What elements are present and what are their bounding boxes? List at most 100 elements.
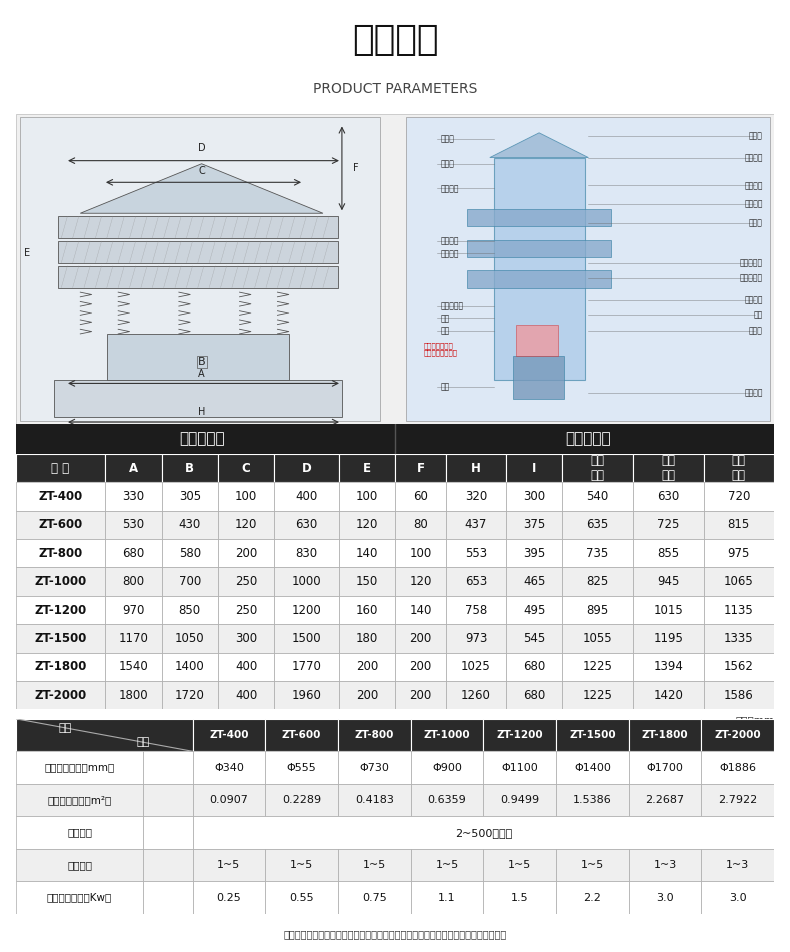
Text: 1500: 1500 xyxy=(292,632,322,645)
FancyBboxPatch shape xyxy=(506,567,562,596)
Text: 1.5386: 1.5386 xyxy=(573,795,611,805)
FancyBboxPatch shape xyxy=(562,539,633,567)
FancyBboxPatch shape xyxy=(395,454,446,483)
Text: 有效筛分直径（mm）: 有效筛分直径（mm） xyxy=(44,763,115,773)
FancyBboxPatch shape xyxy=(506,681,562,709)
FancyBboxPatch shape xyxy=(16,652,105,681)
Text: 800: 800 xyxy=(122,575,145,588)
FancyBboxPatch shape xyxy=(143,751,193,783)
Text: 运输用固定螺栓
试机时去掉！！！: 运输用固定螺栓 试机时去掉！！！ xyxy=(423,343,458,356)
FancyBboxPatch shape xyxy=(702,751,774,783)
Text: 1200: 1200 xyxy=(292,604,322,617)
Text: 1720: 1720 xyxy=(175,688,205,702)
FancyBboxPatch shape xyxy=(494,157,585,380)
Text: 下部重锤: 下部重锤 xyxy=(744,388,763,397)
FancyBboxPatch shape xyxy=(633,596,704,625)
FancyBboxPatch shape xyxy=(265,882,338,914)
Text: 140: 140 xyxy=(409,604,431,617)
FancyBboxPatch shape xyxy=(143,882,193,914)
FancyBboxPatch shape xyxy=(193,719,265,751)
FancyBboxPatch shape xyxy=(406,117,770,421)
FancyBboxPatch shape xyxy=(556,783,629,816)
FancyBboxPatch shape xyxy=(633,567,704,596)
Text: E: E xyxy=(363,462,371,475)
Text: 250: 250 xyxy=(235,575,258,588)
FancyBboxPatch shape xyxy=(483,751,556,783)
Text: 465: 465 xyxy=(523,575,545,588)
Text: Φ730: Φ730 xyxy=(359,763,389,773)
FancyBboxPatch shape xyxy=(633,652,704,681)
Text: ZT-1200: ZT-1200 xyxy=(35,604,87,617)
Text: 3.0: 3.0 xyxy=(729,893,747,902)
Text: 注：由于设备型号不同，成品尺寸会有些许差异，表中数据仅供参考，需以实物为准。: 注：由于设备型号不同，成品尺寸会有些许差异，表中数据仅供参考，需以实物为准。 xyxy=(284,929,506,940)
Text: 970: 970 xyxy=(122,604,145,617)
Text: E: E xyxy=(24,248,30,259)
Text: 100: 100 xyxy=(356,490,378,503)
Text: 630: 630 xyxy=(295,519,318,531)
Text: 400: 400 xyxy=(235,661,258,673)
Text: 3.0: 3.0 xyxy=(656,893,674,902)
Text: 1.5: 1.5 xyxy=(511,893,529,902)
FancyBboxPatch shape xyxy=(395,539,446,567)
FancyBboxPatch shape xyxy=(446,483,506,511)
FancyBboxPatch shape xyxy=(556,849,629,882)
Text: 1000: 1000 xyxy=(292,575,322,588)
FancyBboxPatch shape xyxy=(162,681,218,709)
FancyBboxPatch shape xyxy=(633,539,704,567)
Text: 进料口: 进料口 xyxy=(749,131,763,140)
Text: 二层
高度: 二层 高度 xyxy=(661,454,675,483)
FancyBboxPatch shape xyxy=(633,454,704,483)
Text: H: H xyxy=(471,462,481,475)
FancyBboxPatch shape xyxy=(16,114,774,424)
Text: 产品参数: 产品参数 xyxy=(352,23,438,57)
Text: 975: 975 xyxy=(728,546,750,560)
Text: 小尺寸排料: 小尺寸排料 xyxy=(441,302,464,310)
Polygon shape xyxy=(81,164,323,213)
Text: A: A xyxy=(129,462,138,475)
Text: 中部框架: 中部框架 xyxy=(441,237,459,246)
FancyBboxPatch shape xyxy=(339,483,395,511)
Text: 外形尺寸图: 外形尺寸图 xyxy=(179,431,224,446)
FancyBboxPatch shape xyxy=(274,681,339,709)
Text: Φ340: Φ340 xyxy=(214,763,244,773)
FancyBboxPatch shape xyxy=(704,567,774,596)
Text: 200: 200 xyxy=(356,661,378,673)
FancyBboxPatch shape xyxy=(629,783,702,816)
FancyBboxPatch shape xyxy=(446,539,506,567)
FancyBboxPatch shape xyxy=(411,882,483,914)
Text: 振体: 振体 xyxy=(754,311,763,320)
Text: 1~5: 1~5 xyxy=(435,860,459,870)
FancyBboxPatch shape xyxy=(16,596,105,625)
Text: 305: 305 xyxy=(179,490,201,503)
FancyBboxPatch shape xyxy=(483,882,556,914)
FancyBboxPatch shape xyxy=(143,816,193,849)
FancyBboxPatch shape xyxy=(54,380,342,417)
FancyBboxPatch shape xyxy=(395,483,446,511)
FancyBboxPatch shape xyxy=(16,849,143,882)
Text: 495: 495 xyxy=(523,604,545,617)
Text: 150: 150 xyxy=(356,575,378,588)
Text: 250: 250 xyxy=(235,604,258,617)
FancyBboxPatch shape xyxy=(274,596,339,625)
Text: 80: 80 xyxy=(413,519,428,531)
Text: 1~5: 1~5 xyxy=(290,860,313,870)
FancyBboxPatch shape xyxy=(483,849,556,882)
FancyBboxPatch shape xyxy=(16,511,105,539)
Text: 680: 680 xyxy=(523,688,545,702)
FancyBboxPatch shape xyxy=(411,783,483,816)
FancyBboxPatch shape xyxy=(105,625,162,652)
FancyBboxPatch shape xyxy=(633,483,704,511)
FancyBboxPatch shape xyxy=(265,719,338,751)
Text: B: B xyxy=(198,357,205,367)
Text: 320: 320 xyxy=(465,490,487,503)
FancyBboxPatch shape xyxy=(506,625,562,652)
Text: 200: 200 xyxy=(409,661,431,673)
FancyBboxPatch shape xyxy=(411,719,483,751)
FancyBboxPatch shape xyxy=(338,882,411,914)
Text: 0.75: 0.75 xyxy=(362,893,386,902)
Text: 0.9499: 0.9499 xyxy=(500,795,540,805)
Text: F: F xyxy=(416,462,424,475)
FancyBboxPatch shape xyxy=(633,511,704,539)
Text: 1170: 1170 xyxy=(118,632,149,645)
FancyBboxPatch shape xyxy=(446,681,506,709)
